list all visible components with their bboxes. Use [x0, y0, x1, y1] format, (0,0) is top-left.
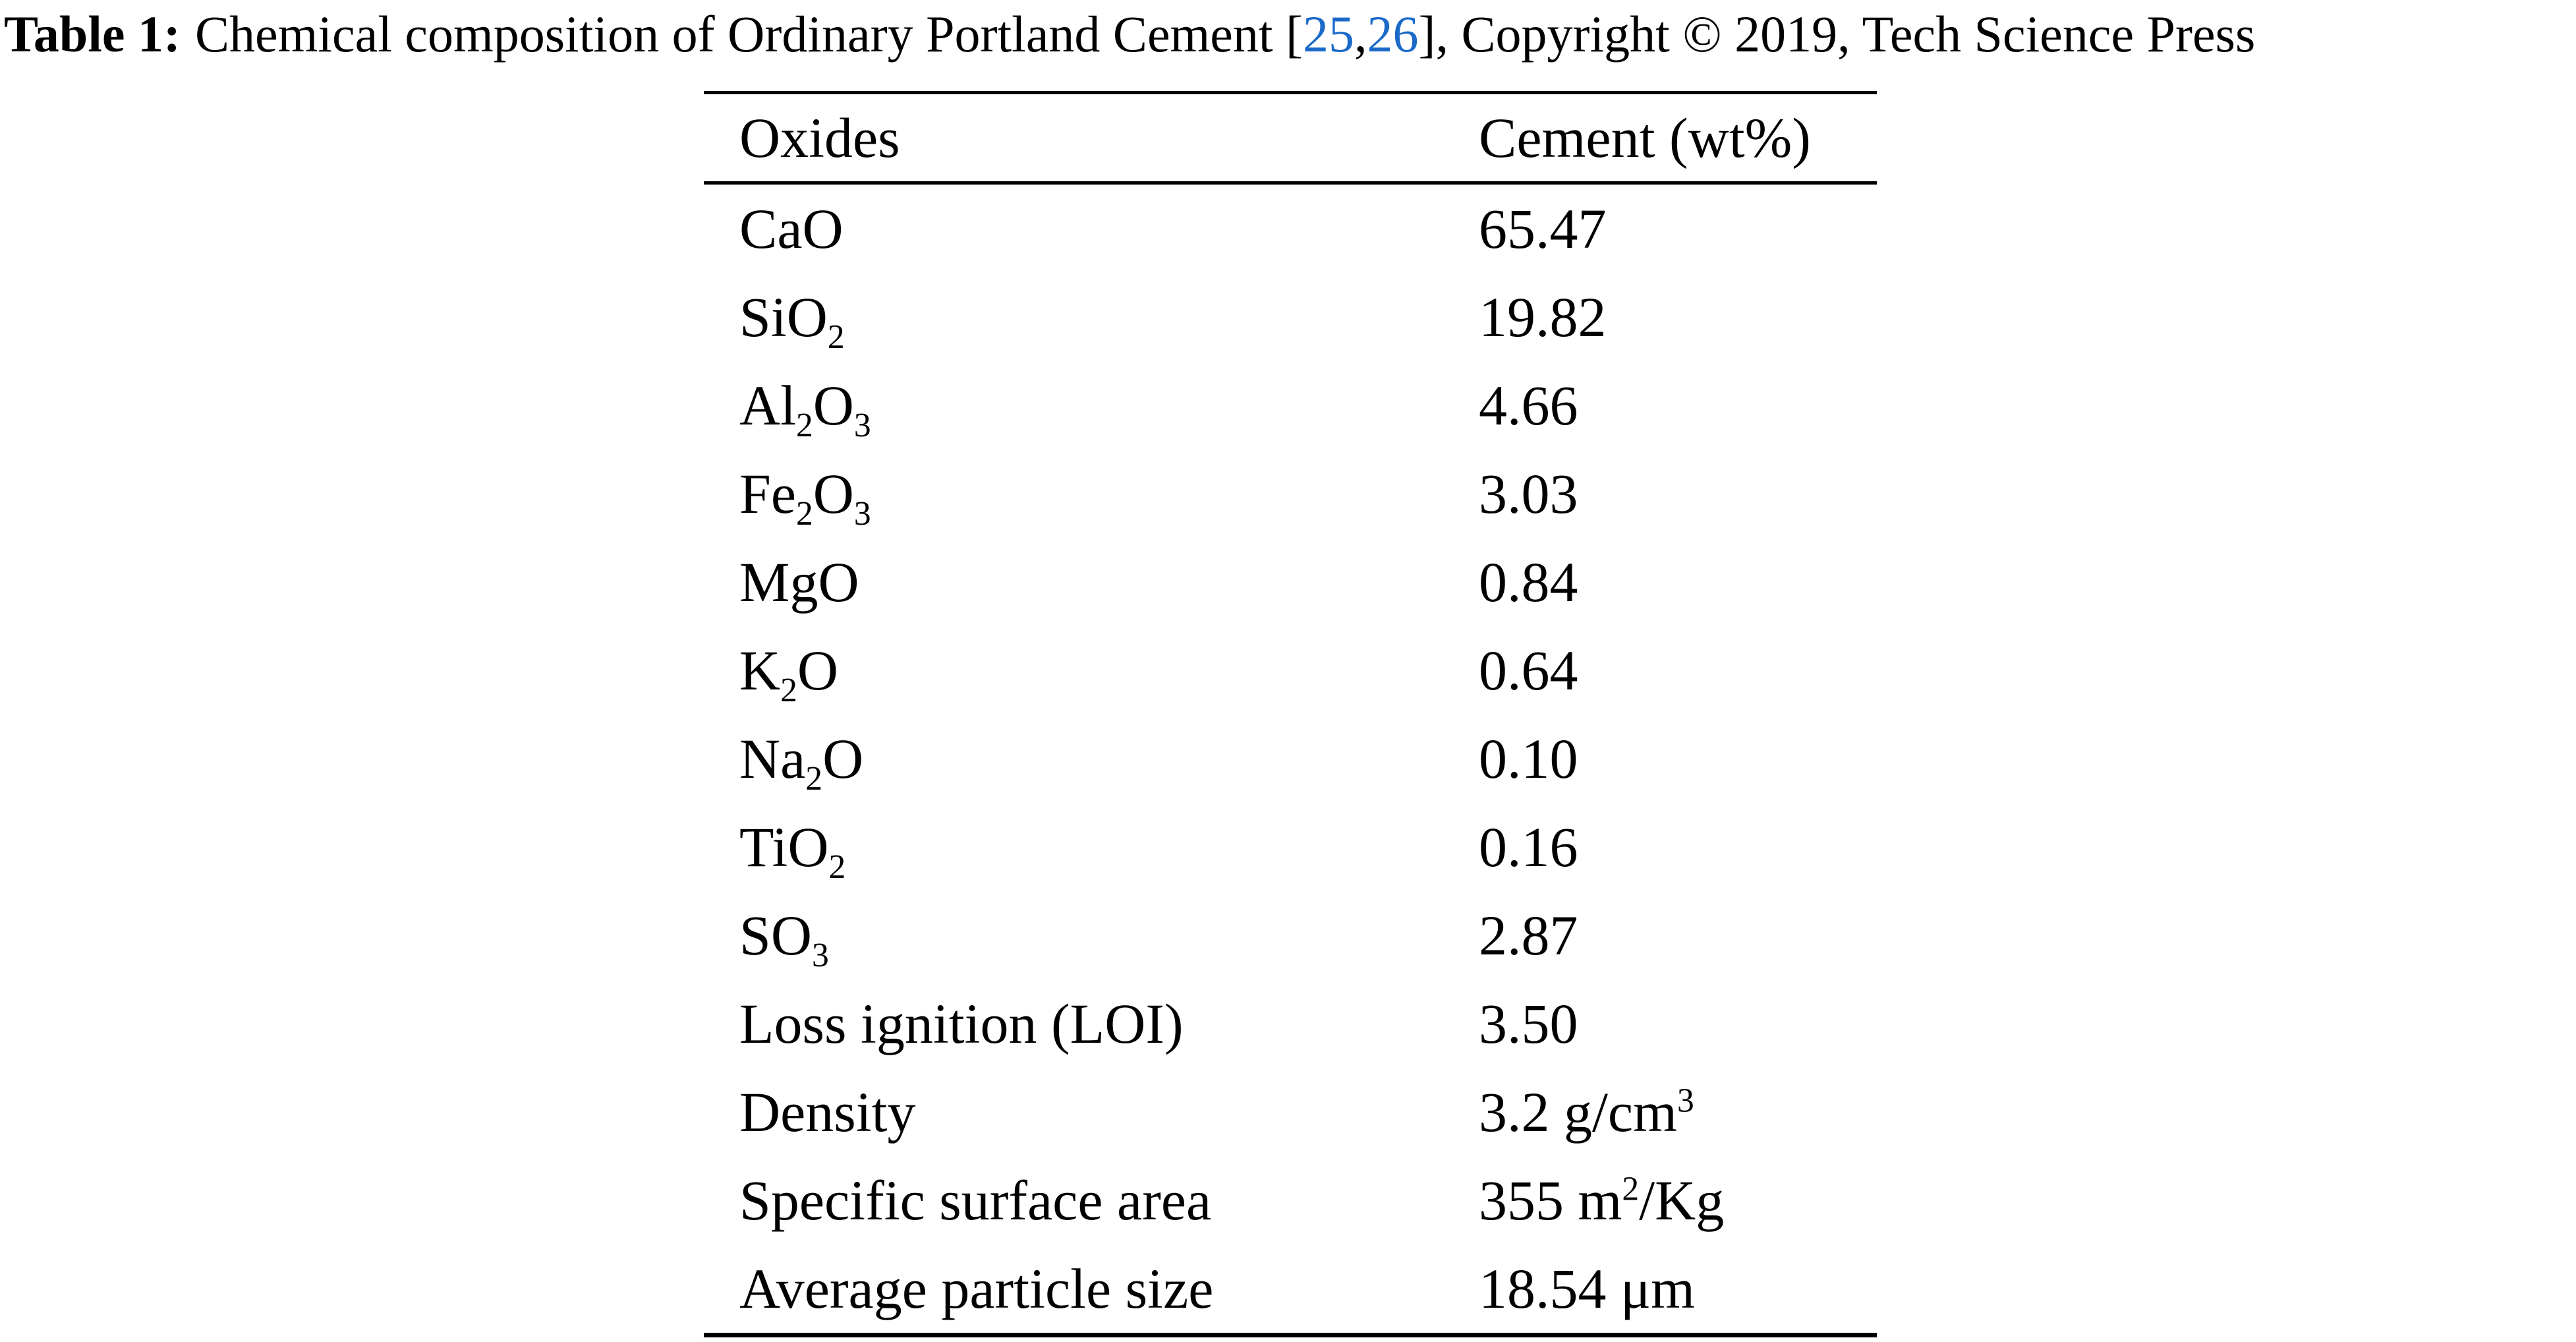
- oxide-cell: Specific surface area: [739, 1169, 1212, 1232]
- oxide-cell: Al2O3: [739, 374, 871, 445]
- table-row: SiO2 19.82: [704, 273, 1877, 361]
- table-row: SO3 2.87: [704, 891, 1877, 979]
- citation-link-25[interactable]: 25: [1303, 5, 1355, 63]
- table-row: Fe2O3 3.03: [704, 450, 1877, 538]
- oxide-cell: Average particle size: [739, 1257, 1214, 1320]
- oxide-cell: Na2O: [739, 727, 864, 798]
- value-cell: 3.50: [1479, 992, 1578, 1055]
- composition-table: Oxides Cement (wt%) CaO 65.47 SiO2 19.82…: [704, 91, 1877, 1337]
- table-row: Density 3.2 g/cm3: [704, 1068, 1877, 1156]
- table-row: Al2O3 4.66: [704, 361, 1877, 450]
- value-cell: 2.87: [1479, 904, 1578, 967]
- table-row: TiO2 0.16: [704, 803, 1877, 891]
- citation-separator: ,: [1354, 5, 1367, 63]
- table-row: K2O 0.64: [704, 626, 1877, 715]
- table-caption-number: Table 1:: [4, 5, 181, 63]
- value-cell: 19.82: [1479, 285, 1607, 349]
- value-cell: 65.47: [1479, 197, 1607, 260]
- value-cell: 355 m2/Kg: [1479, 1169, 1725, 1232]
- oxide-cell: Loss ignition (LOI): [739, 992, 1184, 1055]
- table-row: Specific surface area 355 m2/Kg: [704, 1156, 1877, 1244]
- value-cell: 0.64: [1479, 639, 1578, 702]
- oxide-cell: MgO: [739, 550, 859, 614]
- table-row: Na2O 0.10: [704, 715, 1877, 803]
- value-cell: 3.03: [1479, 462, 1578, 525]
- oxide-cell: CaO: [739, 197, 844, 260]
- table-caption-text-after: ], Copyright © 2019, Tech Science Press: [1418, 5, 2256, 63]
- oxide-cell: K2O: [739, 639, 839, 710]
- table-row: MgO 0.84: [704, 538, 1877, 626]
- value-cell: 18.54 μm: [1479, 1257, 1696, 1320]
- value-cell: 0.16: [1479, 815, 1578, 879]
- table-header-row: Oxides Cement (wt%): [704, 92, 1877, 185]
- table-body: CaO 65.47 SiO2 19.82 Al2O3 4.66 Fe2O3 3.…: [704, 183, 1877, 1335]
- table-row: CaO 65.47: [704, 183, 1877, 274]
- table-row: Average particle size 18.54 μm: [704, 1244, 1877, 1335]
- oxide-cell: SiO2: [739, 285, 845, 357]
- oxide-cell: Density: [739, 1080, 916, 1144]
- value-cell: 0.10: [1479, 727, 1578, 790]
- oxide-cell: Fe2O3: [739, 462, 871, 533]
- value-cell: 4.66: [1479, 374, 1578, 437]
- oxide-cell: SO3: [739, 904, 829, 975]
- table-header: Oxides Cement (wt%): [704, 92, 1877, 185]
- column-header-cement-wt: Cement (wt%): [1479, 92, 1877, 185]
- table-caption-text-before: Chemical composition of Ordinary Portlan…: [195, 5, 1303, 63]
- table-caption: Table 1: Chemical composition of Ordinary…: [4, 1, 2576, 67]
- table-row: Loss ignition (LOI) 3.50: [704, 979, 1877, 1068]
- value-cell: 3.2 g/cm3: [1479, 1080, 1694, 1144]
- column-header-oxides: Oxides: [704, 92, 1479, 185]
- value-cell: 0.84: [1479, 550, 1578, 614]
- citation-link-26[interactable]: 26: [1367, 5, 1419, 63]
- oxide-cell: TiO2: [739, 815, 846, 887]
